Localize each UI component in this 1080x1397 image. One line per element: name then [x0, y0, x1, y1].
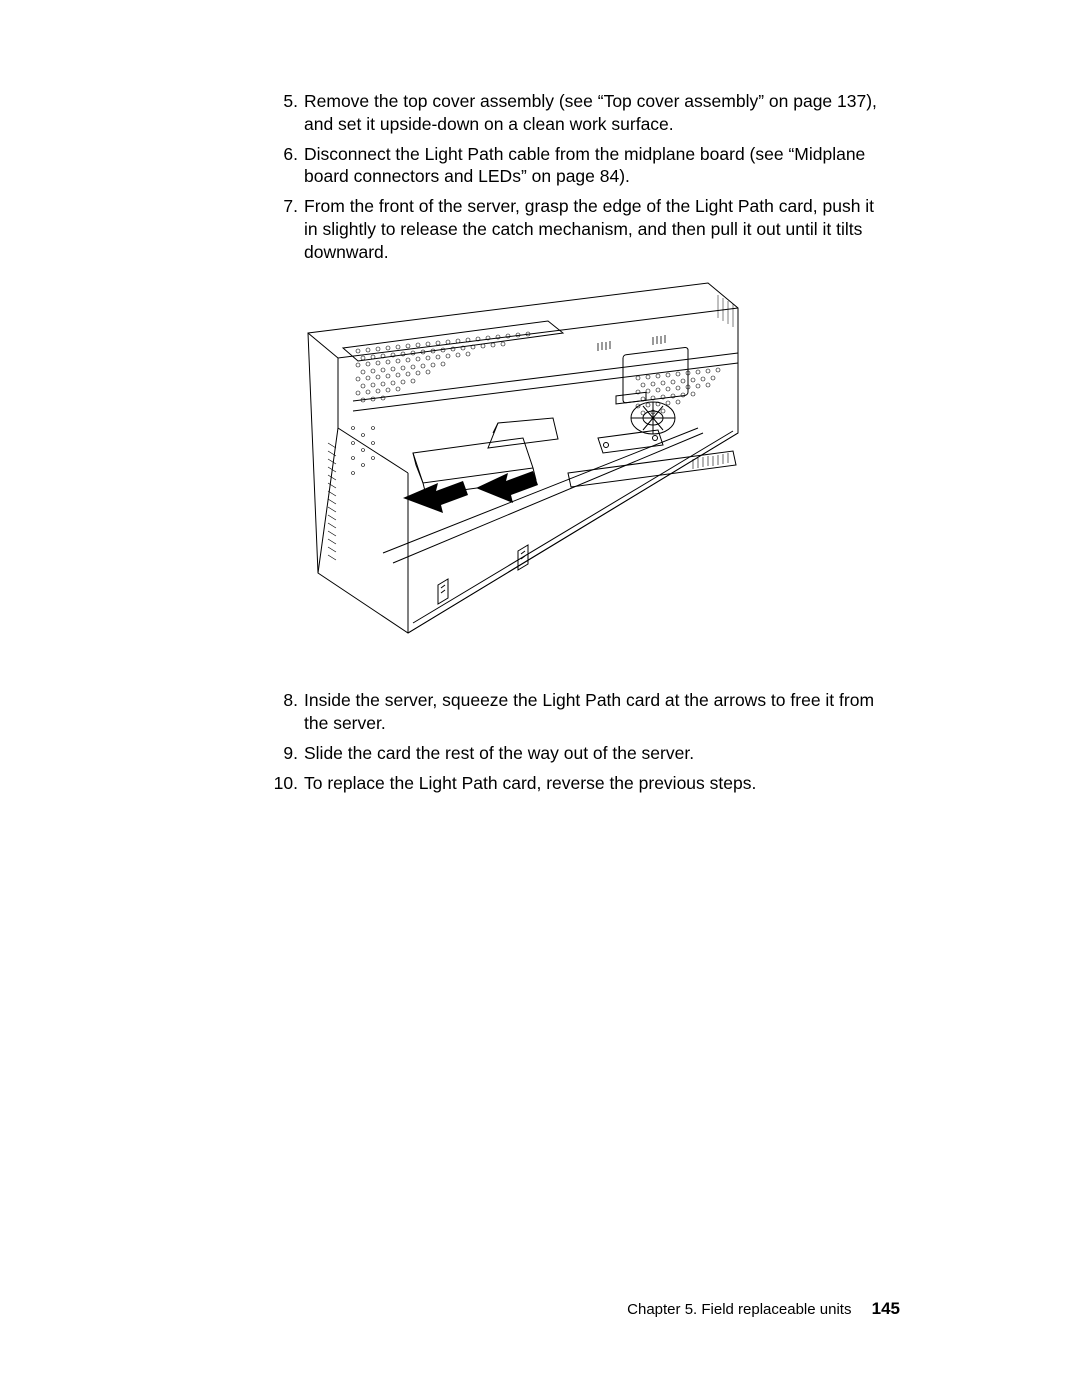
step-item: 9. Slide the card the rest of the way ou… [268, 742, 888, 765]
chapter-label: Chapter 5. Field replaceable units [627, 1301, 851, 1318]
page-footer: Chapter 5. Field replaceable units 145 [627, 1299, 900, 1319]
step-number: 10. [268, 772, 298, 795]
step-number: 7. [268, 195, 298, 218]
step-number: 8. [268, 689, 298, 712]
step-item: 10. To replace the Light Path card, reve… [268, 772, 888, 795]
page: 5. Remove the top cover assembly (see “T… [0, 0, 1080, 1397]
content-block: 5. Remove the top cover assembly (see “T… [268, 90, 888, 794]
steps-bottom: 8. Inside the server, squeeze the Light … [268, 689, 888, 794]
step-item: 6. Disconnect the Light Path cable from … [268, 143, 888, 189]
figure-container [268, 273, 888, 673]
step-item: 5. Remove the top cover assembly (see “T… [268, 90, 888, 136]
steps-top: 5. Remove the top cover assembly (see “T… [268, 90, 888, 263]
step-text: Slide the card the rest of the way out o… [304, 743, 694, 763]
server-diagram [298, 273, 741, 673]
step-number: 9. [268, 742, 298, 765]
step-text: Disconnect the Light Path cable from the… [304, 144, 865, 187]
step-text: To replace the Light Path card, reverse … [304, 773, 756, 793]
step-number: 6. [268, 143, 298, 166]
step-text: Remove the top cover assembly (see “Top … [304, 91, 877, 134]
step-item: 7. From the front of the server, grasp t… [268, 195, 888, 263]
step-number: 5. [268, 90, 298, 113]
step-text: Inside the server, squeeze the Light Pat… [304, 690, 874, 733]
step-text: From the front of the server, grasp the … [304, 196, 874, 262]
page-number: 145 [872, 1299, 900, 1318]
step-item: 8. Inside the server, squeeze the Light … [268, 689, 888, 735]
